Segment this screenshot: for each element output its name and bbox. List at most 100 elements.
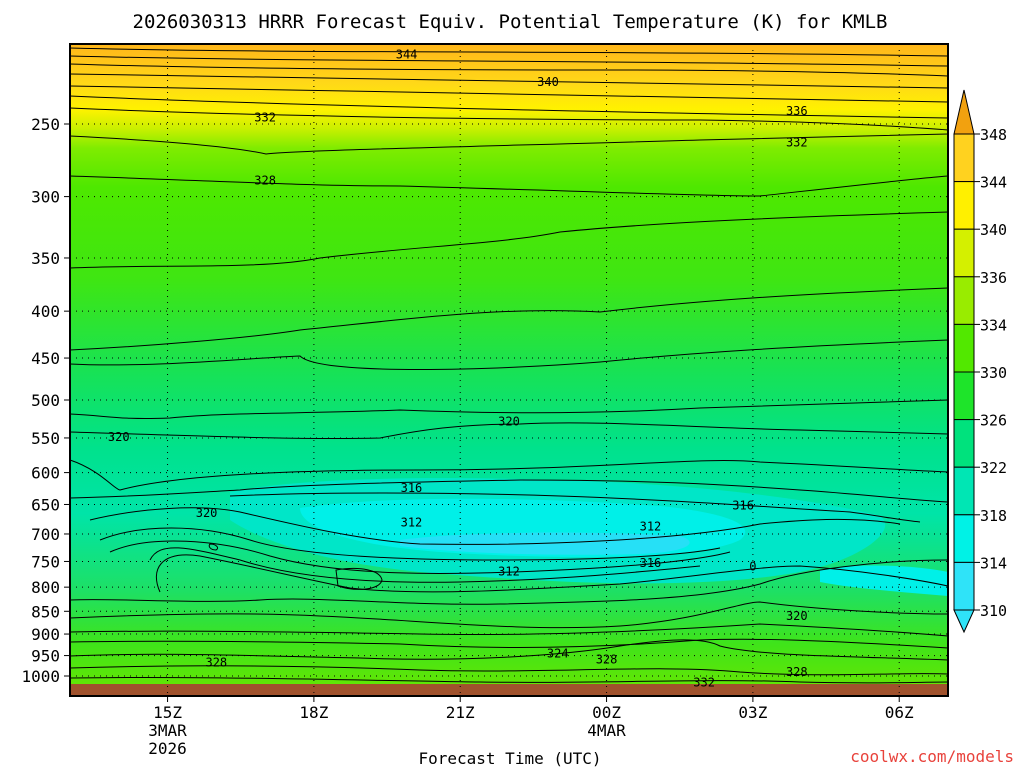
contour-label: 324	[547, 646, 569, 660]
x-tick-label: 18Z	[299, 703, 328, 722]
contour-line	[69, 287, 949, 351]
colorbar-swatch	[953, 228, 975, 278]
contour-line	[99, 527, 721, 561]
contour-line	[335, 567, 383, 590]
colorbar-label: 336	[980, 269, 1007, 287]
contour-label: 316	[732, 499, 754, 513]
colorbar-label: 334	[980, 316, 1007, 334]
colorbar-label: 314	[980, 554, 1007, 572]
y-tick-label: 750	[31, 552, 60, 571]
x-tick-date: 3MAR	[148, 721, 187, 740]
x-tick-label: 06Z	[885, 703, 914, 722]
colorbar-label: 344	[980, 174, 1007, 192]
contour-line	[69, 55, 949, 67]
contour-line	[69, 133, 949, 155]
contour-label: 328	[596, 653, 618, 667]
plot-frame	[69, 43, 949, 697]
contour-label: 316	[640, 556, 662, 570]
contour-label: 312	[401, 515, 423, 529]
grid-lines	[70, 44, 948, 696]
contour-line	[69, 676, 949, 684]
x-tick-label: 03Z	[738, 703, 767, 722]
contour-line	[69, 47, 949, 57]
credit-link[interactable]: coolwx.com/models	[850, 747, 1014, 766]
colorbar-top-arrow	[953, 89, 975, 135]
contour-label: 320	[786, 609, 808, 623]
plot-area: 344 340 336 332 332 328 320 320 316 316 320 312 312 3…	[69, 43, 949, 697]
colorbar: 348 344 340 336 334 330 326 322 318 314 310	[953, 89, 1007, 634]
contour-line	[69, 422, 949, 440]
contour-label: 320	[108, 430, 130, 444]
y-tick-label: 300	[31, 188, 60, 207]
contour-line	[69, 459, 949, 491]
x-tick-label: 15Z	[153, 703, 182, 722]
contour-line	[69, 339, 949, 370]
contour-label: 332	[254, 111, 276, 125]
colorbar-swatch	[953, 561, 975, 611]
contour-line	[69, 399, 949, 420]
y-tick-label: 700	[31, 525, 60, 544]
contour-line	[69, 175, 949, 197]
colorbar-swatch	[953, 514, 975, 563]
contour-line	[69, 211, 949, 269]
colorbar-swatch	[953, 371, 975, 421]
y-tick-label: 550	[31, 429, 60, 448]
contour-label: 332	[693, 676, 715, 690]
x-tick-date: 4MAR	[587, 721, 626, 740]
contour-line	[69, 623, 949, 637]
ground-strip	[70, 684, 948, 696]
contour-label: 320	[196, 506, 218, 520]
y-tick-label: 1000	[21, 667, 60, 686]
contour-label: 316	[401, 481, 423, 495]
x-tick-label: 00Z	[592, 703, 621, 722]
x-tick-label: 21Z	[446, 703, 475, 722]
contour-line	[69, 63, 949, 77]
colorbar-label: 330	[980, 364, 1007, 382]
chart-title: 2026030313 HRRR Forecast Equiv. Potentia…	[133, 11, 888, 33]
contour-label: 312	[498, 564, 520, 578]
colorbar-swatch	[953, 133, 975, 183]
colorbar-swatch	[953, 276, 975, 325]
y-tick-label: 350	[31, 249, 60, 268]
contour-line	[69, 107, 949, 131]
y-tick-label: 800	[31, 578, 60, 597]
contour-line	[69, 601, 949, 629]
y-tick-label: 500	[31, 391, 60, 410]
contour-line	[155, 554, 949, 593]
contour-line	[69, 95, 949, 119]
colorbar-label: 340	[980, 221, 1007, 239]
colorbar-label: 318	[980, 507, 1007, 525]
contour-labels: 344 340 336 332 332 328 320 320 316 316 320 312 312 3…	[108, 48, 808, 690]
y-tick-label: 600	[31, 464, 60, 483]
y-tick-label: 650	[31, 495, 60, 514]
colorbar-label: 310	[980, 602, 1007, 620]
contour-line	[229, 492, 921, 523]
contour-label: 344	[396, 48, 418, 62]
contour-label: 312	[640, 520, 662, 534]
colorbar-label: 326	[980, 412, 1007, 430]
contour-label: 328	[786, 665, 808, 679]
contour-line	[69, 638, 949, 649]
x-tick-year: 2026	[148, 739, 187, 758]
contour-line	[69, 559, 949, 605]
y-tick-label: 450	[31, 349, 60, 368]
colorbar-swatch	[953, 323, 975, 373]
contour-line	[208, 543, 219, 551]
y-tick-label: 400	[31, 302, 60, 321]
contour-line	[109, 540, 731, 574]
contour-line	[69, 665, 949, 676]
y-axis: 250 300 350 400 450 500 550 600 650 700 750 800 850 9…	[21, 115, 70, 686]
contour-label: 320	[498, 415, 520, 429]
y-tick-label: 900	[31, 625, 60, 644]
colorbar-label: 348	[980, 126, 1007, 144]
y-tick-label: 850	[31, 602, 60, 621]
y-tick-label: 950	[31, 647, 60, 666]
plot-background	[70, 44, 948, 696]
colorbar-swatch	[953, 181, 975, 230]
contour-line	[149, 547, 701, 583]
contour-line	[69, 479, 949, 503]
contour-label: 336	[786, 104, 808, 118]
y-tick-label: 250	[31, 115, 60, 134]
